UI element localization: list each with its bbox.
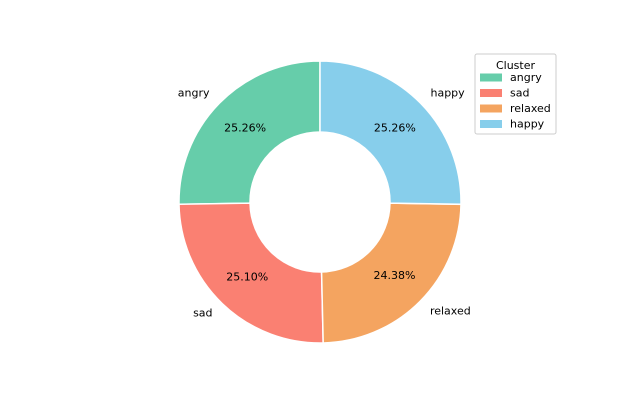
- slice-sad: [178, 202, 324, 344]
- labels-group: 25.26% angry 25.10% sad 24.38% relaxed 25.26% h…: [178, 86, 471, 319]
- legend-label-happy: happy: [510, 118, 545, 131]
- slice-angry: [178, 60, 321, 206]
- value-label-angry: 25.26%: [224, 121, 266, 134]
- value-label-happy: 25.26%: [374, 121, 416, 134]
- category-label-happy: happy: [430, 86, 465, 99]
- legend-title: Cluster: [496, 59, 536, 72]
- legend: Cluster angry sad relaxed happy: [474, 53, 557, 135]
- legend-items: angry sad relaxed happy: [480, 71, 551, 131]
- legend-swatch-angry: [480, 73, 502, 82]
- legend-label-angry: angry: [510, 71, 542, 84]
- legend-swatch-relaxed: [480, 104, 502, 113]
- legend-label-relaxed: relaxed: [510, 102, 551, 115]
- legend-swatch-sad: [480, 89, 502, 97]
- value-label-sad: 25.10%: [226, 271, 268, 284]
- slice-relaxed: [320, 202, 462, 344]
- category-label-relaxed: relaxed: [430, 304, 471, 317]
- slices-group: [178, 60, 462, 344]
- value-label-relaxed: 24.38%: [374, 269, 416, 282]
- category-label-sad: sad: [193, 307, 212, 320]
- legend-label-sad: sad: [510, 87, 529, 100]
- category-label-angry: angry: [178, 86, 210, 99]
- legend-swatch-happy: [480, 120, 502, 128]
- slice-happy: [319, 60, 462, 206]
